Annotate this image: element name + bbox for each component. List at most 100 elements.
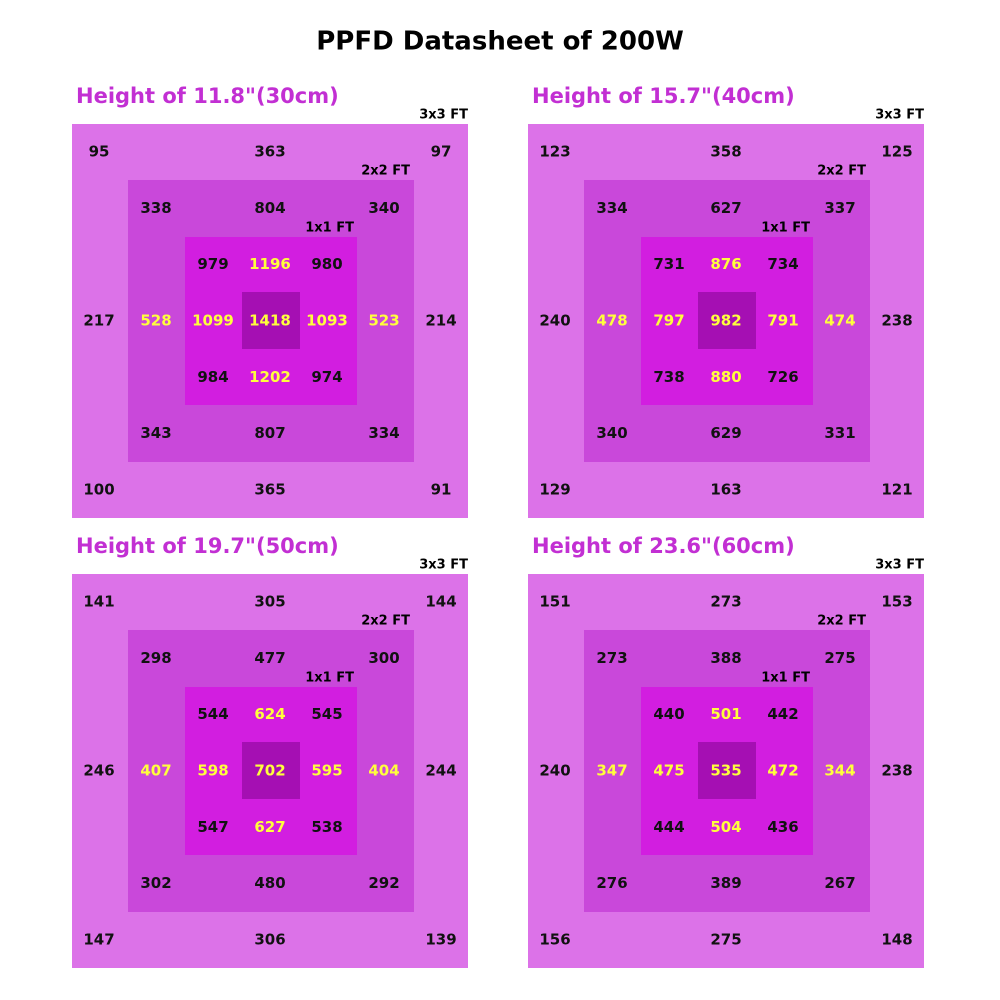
ppfd-value: 595 [311,762,342,780]
ppfd-value: 240 [539,312,570,330]
panel-heading: Height of 15.7"(40cm) [532,84,795,108]
area-label: 3x3 FT [419,558,468,573]
ppfd-value: 478 [596,312,627,330]
ppfd-value: 791 [767,312,798,330]
ppfd-value: 148 [881,930,912,948]
area-label: 3x3 FT [875,558,924,573]
ppfd-value: 123 [539,143,570,161]
area-label: 1x1 FT [761,671,810,686]
ppfd-value: 1418 [249,312,291,330]
ppfd-value: 238 [881,762,912,780]
ppfd-value: 504 [710,818,741,836]
ppfd-value: 338 [140,199,171,217]
panel-heading: Height of 11.8"(30cm) [76,84,339,108]
ppfd-value: 726 [767,368,798,386]
ppfd-value: 340 [596,424,627,442]
ppfd-value: 444 [653,818,684,836]
ppfd-value: 545 [311,705,342,723]
ppfd-value: 139 [425,930,456,948]
ppfd-value: 388 [710,649,741,667]
ppfd-value: 535 [710,762,741,780]
ppfd-value: 276 [596,874,627,892]
ppfd-value: 97 [431,143,452,161]
area-label: 3x3 FT [875,108,924,123]
ppfd-value: 880 [710,368,741,386]
panel-heading: Height of 19.7"(50cm) [76,534,339,558]
ppfd-value: 523 [368,312,399,330]
ppfd-value: 121 [881,480,912,498]
ppfd-value: 440 [653,705,684,723]
ppfd-value: 214 [425,312,456,330]
ppfd-value: 702 [254,762,285,780]
ppfd-value: 358 [710,143,741,161]
page-title: PPFD Datasheet of 200W [316,27,684,57]
ppfd-value: 292 [368,874,399,892]
ppfd-value: 738 [653,368,684,386]
ppfd-value: 480 [254,874,285,892]
ppfd-value: 474 [824,312,855,330]
ppfd-value: 246 [83,762,114,780]
ppfd-value: 144 [425,593,456,611]
ppfd-value: 275 [710,930,741,948]
ppfd-value: 240 [539,762,570,780]
ppfd-value: 734 [767,255,798,273]
panel-heading: Height of 23.6"(60cm) [532,534,795,558]
ppfd-value: 217 [83,312,114,330]
ppfd-value: 436 [767,818,798,836]
ppfd-value: 404 [368,762,399,780]
ppfd-value: 340 [368,199,399,217]
ppfd-value: 91 [431,480,452,498]
ppfd-value: 343 [140,424,171,442]
ppfd-value: 95 [89,143,110,161]
ppfd-value: 344 [824,762,855,780]
ppfd-value: 363 [254,143,285,161]
ppfd-value: 156 [539,930,570,948]
ppfd-value: 238 [881,312,912,330]
ppfd-value: 298 [140,649,171,667]
center-cell [698,292,756,349]
area-label: 2x2 FT [361,164,410,179]
ppfd-value: 598 [197,762,228,780]
ppfd-value: 538 [311,818,342,836]
ppfd-value: 273 [710,593,741,611]
area-label: 2x2 FT [361,614,410,629]
ppfd-value: 365 [254,480,285,498]
ppfd-value: 804 [254,199,285,217]
ppfd-value: 544 [197,705,228,723]
ppfd-value: 876 [710,255,741,273]
ppfd-value: 807 [254,424,285,442]
area-label: 2x2 FT [817,164,866,179]
ppfd-value: 331 [824,424,855,442]
area-label: 1x1 FT [305,671,354,686]
ppfd-value: 305 [254,593,285,611]
ppfd-value: 337 [824,199,855,217]
ppfd-value: 306 [254,930,285,948]
ppfd-value: 100 [83,480,114,498]
center-cell [242,292,300,349]
ppfd-value: 979 [197,255,228,273]
ppfd-value: 151 [539,593,570,611]
ppfd-value: 334 [368,424,399,442]
ppfd-value: 125 [881,143,912,161]
ppfd-value: 163 [710,480,741,498]
ppfd-value: 141 [83,593,114,611]
ppfd-value: 984 [197,368,228,386]
ppfd-value: 275 [824,649,855,667]
ppfd-value: 980 [311,255,342,273]
center-cell [698,742,756,799]
ppfd-value: 624 [254,705,285,723]
ppfd-value: 267 [824,874,855,892]
ppfd-value: 153 [881,593,912,611]
ppfd-value: 300 [368,649,399,667]
area-label: 1x1 FT [305,221,354,236]
ppfd-value: 475 [653,762,684,780]
ppfd-value: 147 [83,930,114,948]
ppfd-value: 974 [311,368,342,386]
ppfd-value: 501 [710,705,741,723]
ppfd-value: 389 [710,874,741,892]
ppfd-value: 1196 [249,255,291,273]
center-cell [242,742,300,799]
ppfd-value: 302 [140,874,171,892]
area-label: 3x3 FT [419,108,468,123]
